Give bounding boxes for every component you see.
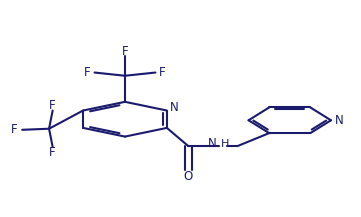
Text: N: N: [208, 137, 217, 150]
Text: F: F: [11, 123, 18, 136]
Text: F: F: [122, 45, 128, 58]
Text: F: F: [49, 146, 56, 159]
Text: F: F: [159, 66, 166, 79]
Text: H: H: [221, 138, 229, 149]
Text: N: N: [334, 114, 343, 127]
Text: O: O: [184, 170, 193, 182]
Text: F: F: [84, 66, 91, 79]
Text: N: N: [170, 101, 179, 114]
Text: F: F: [49, 99, 56, 112]
